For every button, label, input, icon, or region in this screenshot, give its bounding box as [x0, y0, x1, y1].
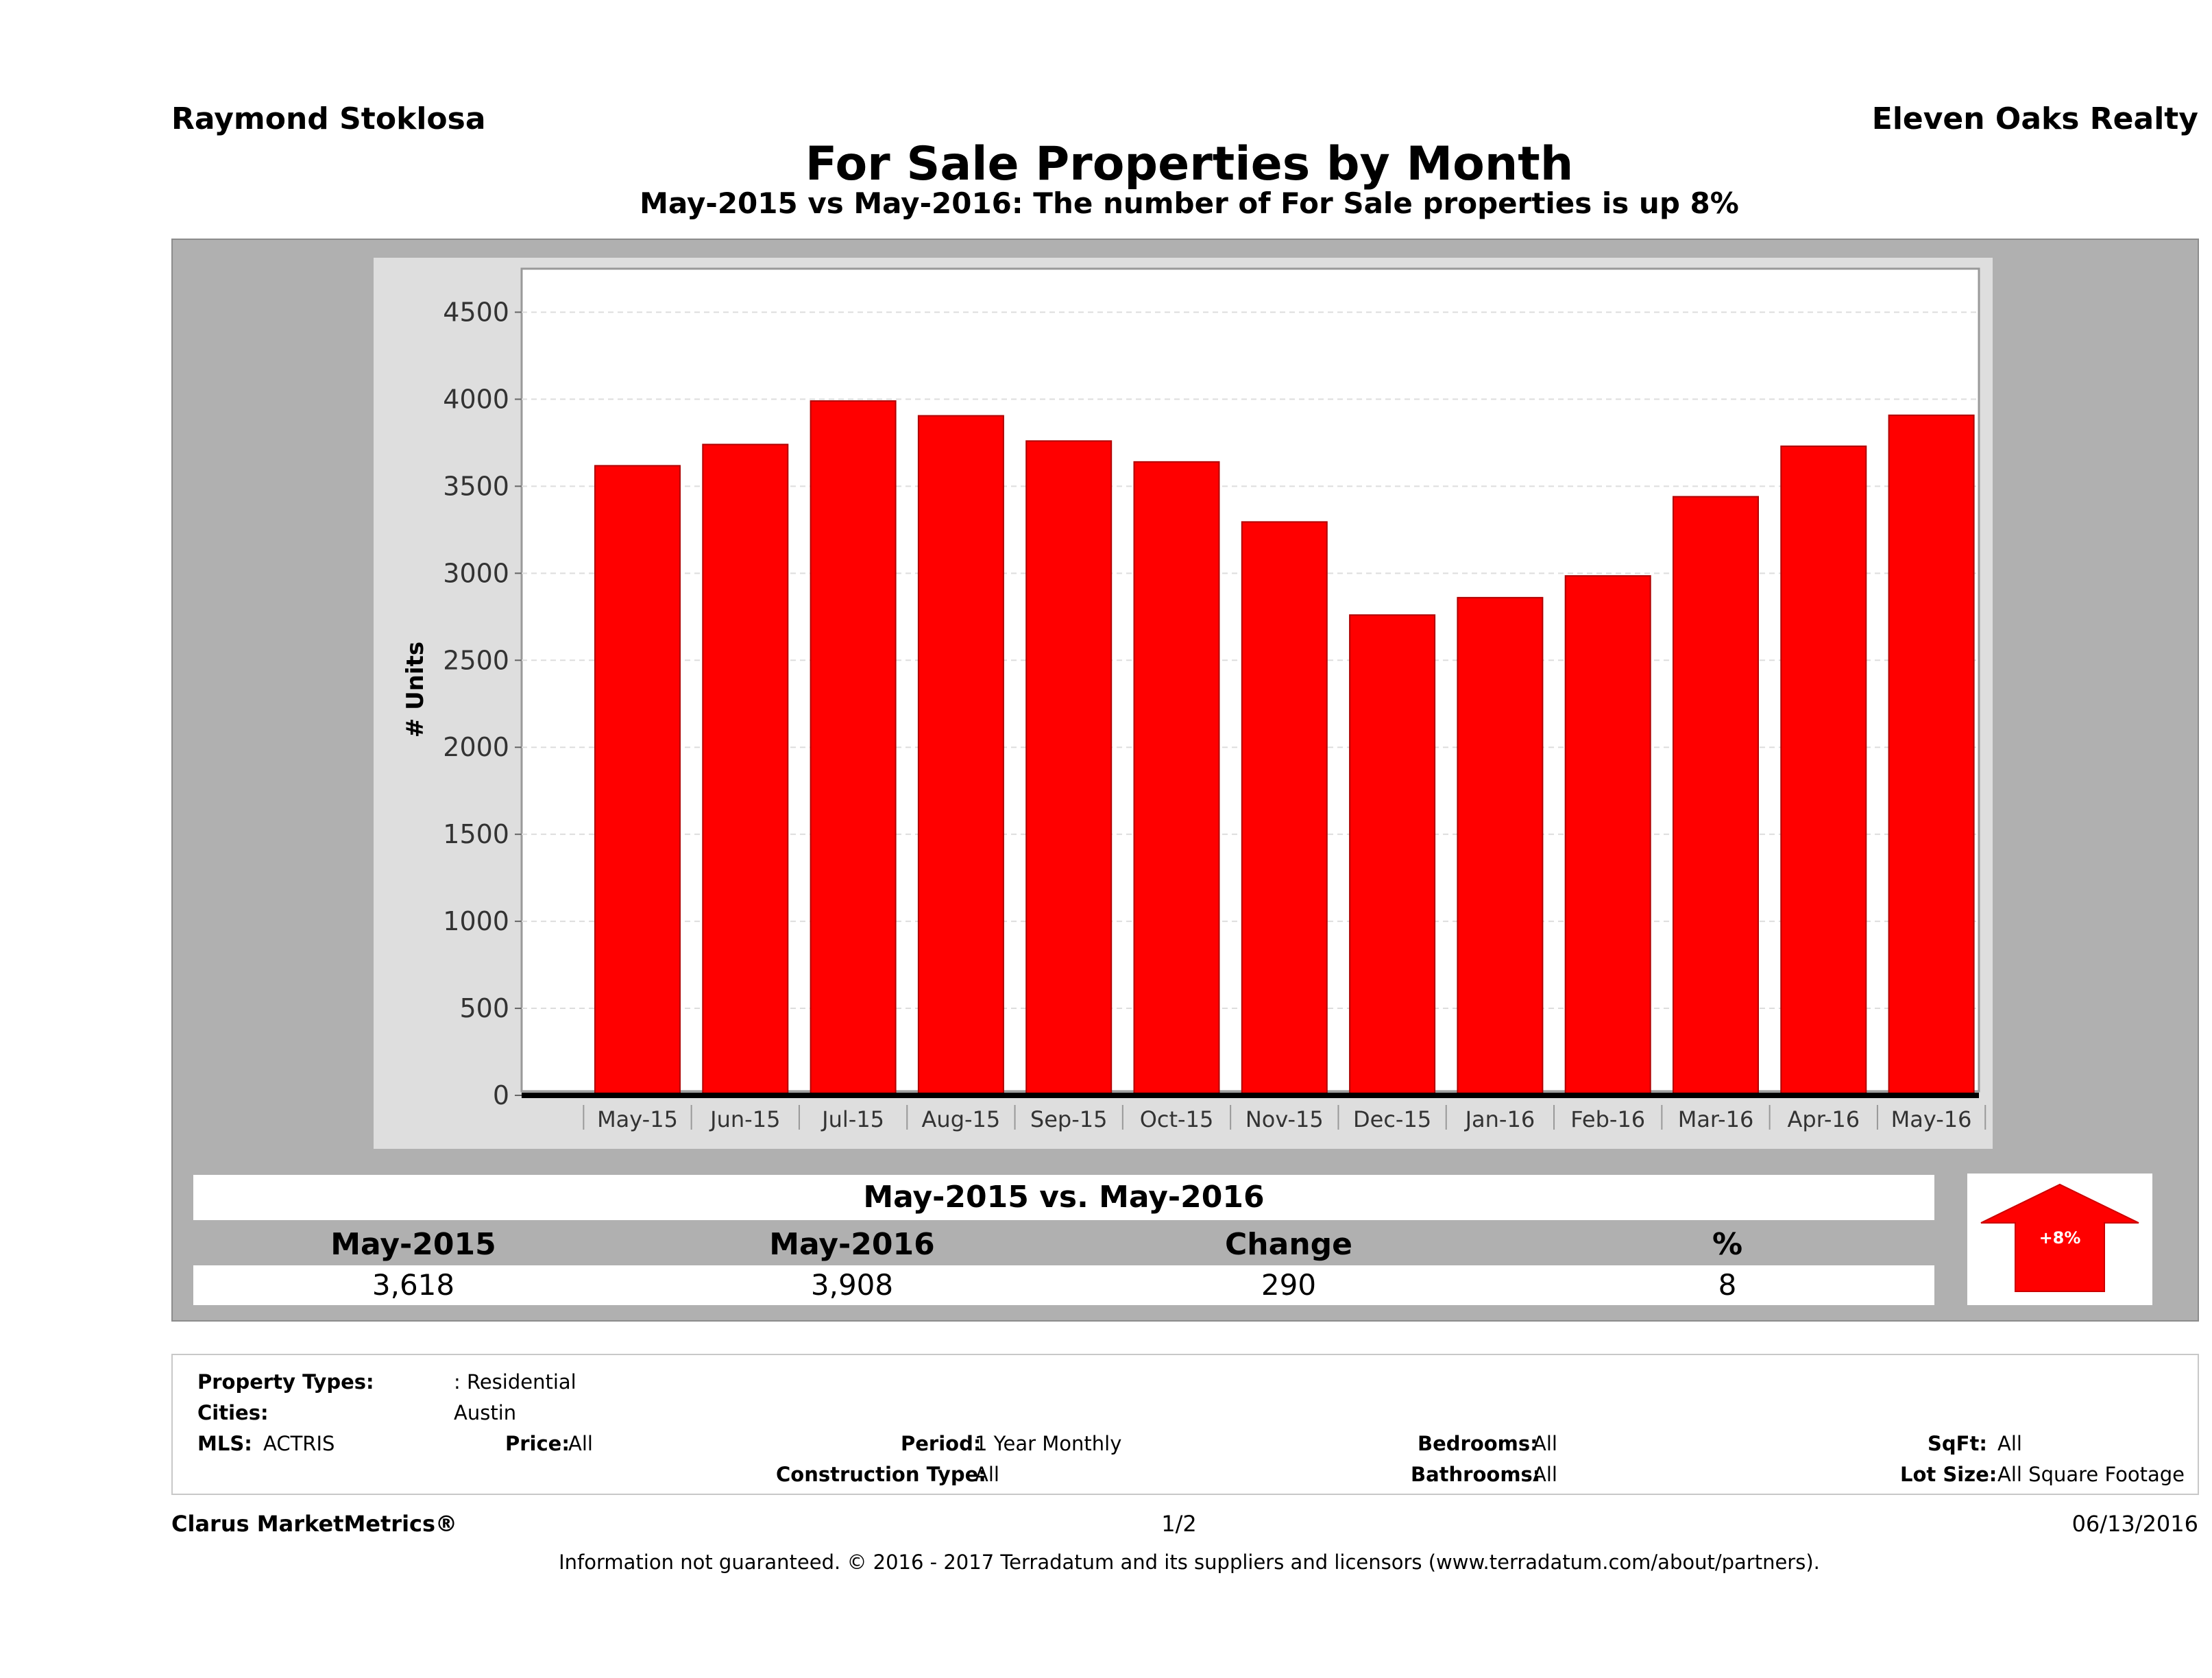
value-percent: 8 — [1718, 1268, 1737, 1302]
y-tick-label: 2500 — [443, 645, 509, 675]
lot-size-label: Lot Size: — [1900, 1463, 1997, 1486]
cities-value: Austin — [454, 1401, 517, 1424]
x-tick-label: May-16 — [1891, 1106, 1972, 1132]
y-tick-label: 3500 — [443, 471, 509, 501]
bar-May-15 — [594, 465, 681, 1097]
x-tick-label: Jul-15 — [821, 1106, 884, 1132]
col-header-change: Change — [1225, 1227, 1352, 1262]
x-tick-label: Apr-16 — [1788, 1106, 1860, 1132]
value-change: 290 — [1261, 1268, 1317, 1302]
bar-Apr-16 — [1780, 445, 1867, 1096]
bar-chart: 0 500 1000 1500 2000 2500 3000 3500 4000 4500 May… — [402, 267, 1986, 1132]
bar-Nov-15 — [1241, 521, 1328, 1096]
mls-value: ACTRIS — [263, 1432, 335, 1455]
agent-name: Raymond Stoklosa — [171, 101, 486, 136]
sqft-value: All — [1997, 1432, 2022, 1455]
brand-label: Clarus MarketMetrics® — [171, 1511, 458, 1537]
bar-Oct-15 — [1133, 461, 1220, 1096]
sqft-label: SqFt: — [1928, 1432, 1987, 1455]
x-tick-label: Mar-16 — [1678, 1106, 1754, 1132]
y-axis-label: # Units — [402, 642, 429, 738]
col-header-percent: % — [1712, 1227, 1743, 1262]
y-tick-label: 4500 — [443, 297, 509, 327]
y-tick-label: 500 — [459, 993, 509, 1023]
report-subtitle: May-2015 vs May-2016: The number of For … — [640, 186, 1739, 220]
mls-label: MLS: — [197, 1432, 252, 1455]
bar-Dec-15 — [1349, 614, 1436, 1096]
period-label: Period: — [901, 1432, 982, 1455]
company-name: Eleven Oaks Realty — [1871, 101, 2198, 136]
disclaimer: Information not guaranteed. © 2016 - 201… — [559, 1551, 1820, 1574]
bar-Mar-16 — [1673, 496, 1759, 1096]
price-value: All — [568, 1432, 593, 1455]
bar-Sep-15 — [1025, 440, 1113, 1097]
bedrooms-value: All — [1533, 1432, 1557, 1455]
x-tick-label: Sep-15 — [1030, 1106, 1108, 1132]
value-may-2015: 3,618 — [372, 1268, 455, 1302]
bar-Jun-15 — [702, 443, 789, 1097]
cities-label: Cities: — [197, 1401, 269, 1424]
bar-Feb-16 — [1564, 575, 1651, 1096]
x-tick-label: Feb-16 — [1570, 1106, 1645, 1132]
bar-Aug-15 — [917, 415, 1004, 1096]
bedrooms-label: Bedrooms: — [1418, 1432, 1538, 1455]
change-badge-label: +8% — [2039, 1228, 2081, 1248]
x-tick-label: Jan-16 — [1464, 1106, 1535, 1132]
up-arrow-icon: +8% — [1980, 1183, 2139, 1292]
bar-May-16 — [1888, 414, 1975, 1097]
filters-panel: Property Types: : Residential Cities: Au… — [171, 1354, 2199, 1495]
lot-size-value: All Square Footage — [1997, 1463, 2185, 1486]
price-label: Price: — [505, 1432, 570, 1455]
y-tick-label: 1000 — [443, 906, 509, 936]
summary-heading: May-2015 vs. May-2016 — [193, 1175, 1934, 1220]
bar-Jul-15 — [810, 400, 897, 1096]
report-date: 06/13/2016 — [2071, 1511, 2198, 1537]
bathrooms-value: All — [1533, 1463, 1557, 1486]
y-tick-label: 0 — [493, 1080, 509, 1110]
y-tick-label: 4000 — [443, 384, 509, 414]
summary-values-background — [193, 1265, 1934, 1305]
y-tick-label: 2000 — [443, 732, 509, 762]
bar-Jan-16 — [1457, 596, 1544, 1097]
page-number: 1/2 — [1161, 1511, 1197, 1537]
x-tick-label: Nov-15 — [1245, 1106, 1324, 1132]
x-tick-label: Jun-15 — [709, 1106, 780, 1132]
y-tick-label: 1500 — [443, 819, 509, 849]
change-badge: +8% — [1967, 1174, 2152, 1305]
x-tick-label: Dec-15 — [1353, 1106, 1431, 1132]
x-tick-label: Aug-15 — [922, 1106, 1001, 1132]
construction-type-value: All — [975, 1463, 999, 1486]
construction-type-label: Construction Type: — [776, 1463, 986, 1486]
col-header-may-2016: May-2016 — [769, 1227, 935, 1262]
property-types-value: : Residential — [454, 1370, 576, 1394]
x-tick-label: Oct-15 — [1140, 1106, 1214, 1132]
x-tick-label: May-15 — [597, 1106, 678, 1132]
col-header-may-2015: May-2015 — [330, 1227, 496, 1262]
bathrooms-label: Bathrooms: — [1411, 1463, 1541, 1486]
property-types-label: Property Types: — [197, 1370, 374, 1394]
report-title: For Sale Properties by Month — [805, 137, 1574, 191]
y-tick-label: 3000 — [443, 558, 509, 588]
period-value: 1 Year Monthly — [975, 1432, 1122, 1455]
value-may-2016: 3,908 — [810, 1268, 894, 1302]
